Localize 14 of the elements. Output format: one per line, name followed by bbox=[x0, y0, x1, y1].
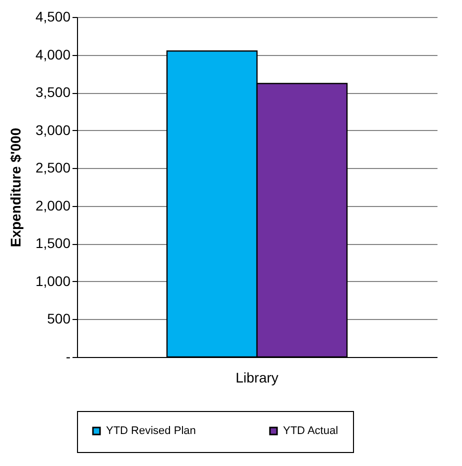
y-tick-label: 4,500 bbox=[35, 8, 71, 24]
y-tick-label: 2,000 bbox=[35, 197, 71, 214]
y-tick-label: 1,500 bbox=[35, 235, 71, 252]
y-tick-label: 4,000 bbox=[35, 46, 71, 62]
y-tick-label: 1,000 bbox=[35, 272, 71, 289]
y-tick-label: 2,500 bbox=[35, 160, 71, 176]
legend-label: YTD Actual bbox=[283, 424, 338, 437]
y-axis-title: Expenditure $'000 bbox=[7, 128, 24, 248]
y-tick-label: 500 bbox=[47, 310, 71, 327]
x-tick-label: Library bbox=[236, 370, 278, 386]
legend-label: YTD Revised Plan bbox=[106, 424, 196, 437]
y-tick-label: - bbox=[66, 348, 71, 364]
y-tick-label: 3,500 bbox=[35, 84, 71, 100]
y-tick-label: 3,000 bbox=[35, 122, 71, 138]
